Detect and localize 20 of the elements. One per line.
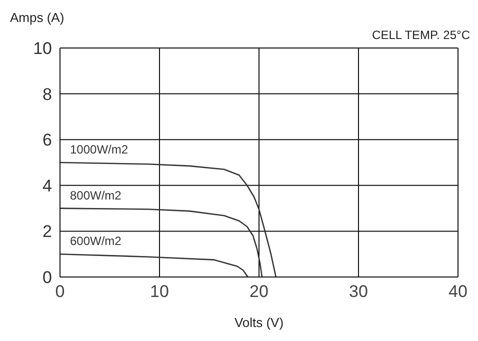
y-axis-title: Amps (A) — [10, 10, 64, 25]
y-tick-label: 8 — [42, 84, 52, 104]
series-label: 1000W/m2 — [70, 142, 128, 156]
y-tick-label: 10 — [33, 39, 52, 58]
series-label: 600W/m2 — [70, 234, 122, 248]
line-series — [60, 253, 249, 277]
line-series — [60, 208, 263, 277]
y-tick-label: 6 — [42, 130, 52, 150]
x-tick-label: 20 — [250, 282, 268, 302]
line-series — [60, 162, 277, 277]
x-axis-title: Volts (V) — [234, 315, 284, 330]
y-tick-label: 0 — [42, 268, 52, 288]
y-tick-label: 2 — [42, 222, 52, 242]
x-tick-label: 40 — [448, 282, 468, 302]
y-tick-label: 4 — [42, 176, 52, 196]
text: CELL TEMP. 25°C — [372, 28, 470, 42]
x-tick-label: 0 — [55, 282, 65, 302]
x-tick-label: 30 — [349, 282, 368, 302]
series-label: 800W/m2 — [70, 188, 122, 202]
x-tick-label: 10 — [150, 282, 169, 302]
